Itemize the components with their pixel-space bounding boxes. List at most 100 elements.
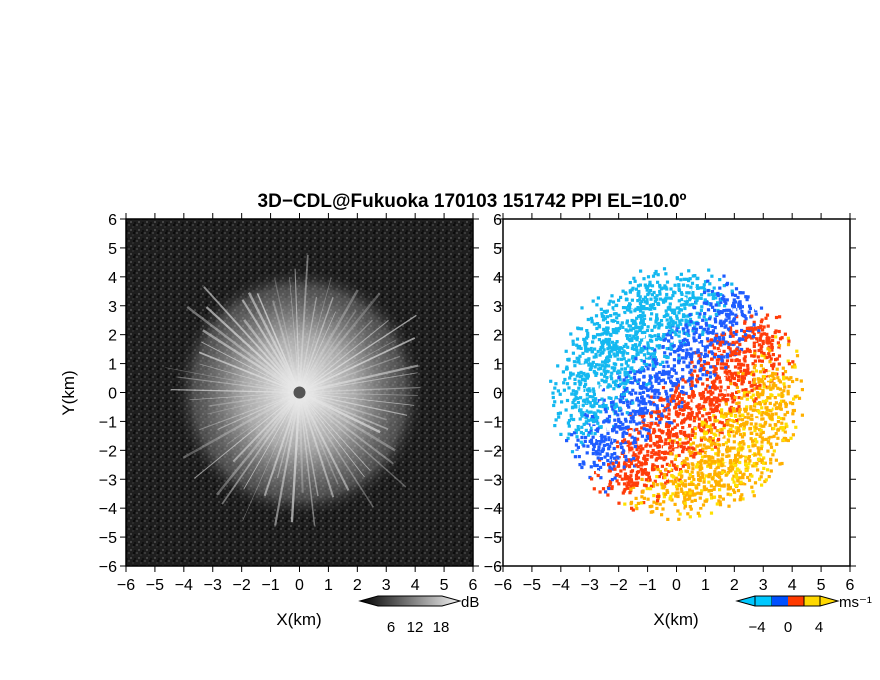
- velocity-pixel: [635, 427, 639, 432]
- velocity-pixel: [673, 350, 677, 354]
- velocity-pixel: [747, 462, 751, 466]
- velocity-pixel: [602, 331, 606, 335]
- velocity-pixel: [717, 393, 722, 397]
- velocity-pixel: [619, 442, 623, 446]
- velocity-pixel: [665, 287, 669, 291]
- velocity-pixel: [767, 384, 771, 388]
- velocity-pixel: [683, 484, 687, 488]
- velocity-pixel: [663, 337, 667, 341]
- velocity-pixel: [734, 358, 738, 363]
- velocity-pixel: [729, 342, 733, 346]
- velocity-pixel: [705, 345, 709, 349]
- velocity-pixel: [610, 371, 614, 375]
- velocity-pixel: [720, 310, 724, 315]
- velocity-pixel: [716, 396, 720, 400]
- velocity-pixel: [688, 361, 692, 365]
- x-tick-label: −2: [233, 577, 251, 594]
- velocity-pixel: [742, 329, 746, 334]
- velocity-pixel: [741, 473, 745, 477]
- velocity-pixel: [632, 334, 636, 338]
- velocity-pixel: [610, 294, 614, 298]
- velocity-pixel: [604, 419, 608, 423]
- velocity-pixel: [749, 395, 753, 399]
- velocity-pixel: [689, 386, 693, 390]
- velocity-pixel: [724, 365, 728, 370]
- velocity-pixel: [784, 422, 788, 426]
- velocity-pixel: [686, 429, 690, 433]
- velocity-pixel: [660, 323, 664, 327]
- velocity-pixel: [787, 377, 791, 381]
- velocity-pixel: [710, 476, 714, 480]
- velocity-pixel: [759, 364, 763, 368]
- velocity-pixel: [757, 401, 761, 405]
- velocity-pixel: [635, 447, 639, 452]
- velocity-pixel: [755, 461, 759, 465]
- velocity-pixel: [729, 379, 733, 383]
- velocity-pixel: [724, 473, 728, 477]
- velocity-pixel: [717, 356, 721, 360]
- echo-spoke: [298, 289, 359, 394]
- velocity-pixel: [703, 287, 707, 291]
- velocity-pixel: [741, 313, 745, 318]
- velocity-pixel: [671, 384, 675, 388]
- velocity-pixel: [755, 440, 759, 444]
- velocity-pixel: [640, 463, 644, 467]
- velocity-pixel: [723, 304, 727, 308]
- velocity-pixel: [720, 463, 724, 467]
- echo-spoke: [207, 392, 300, 415]
- velocity-pixel: [668, 331, 672, 335]
- velocity-pixel: [712, 432, 716, 436]
- velocity-pixel: [662, 394, 666, 398]
- echo-spoke: [298, 392, 304, 493]
- velocity-pixel: [706, 361, 711, 366]
- velocity-pixel: [755, 418, 759, 422]
- velocity-pixel: [772, 434, 776, 438]
- velocity-pixel: [648, 347, 652, 351]
- velocity-pixel: [652, 500, 656, 504]
- velocity-pixel: [646, 453, 650, 457]
- velocity-pixel: [664, 389, 668, 394]
- velocity-pixel: [751, 370, 755, 374]
- velocity-pixel: [579, 327, 584, 331]
- velocity-pixel: [599, 307, 603, 311]
- velocity-pixel: [758, 370, 763, 374]
- velocity-pixel: [663, 451, 667, 456]
- velocity-pixel: [626, 336, 630, 340]
- velocity-pixel: [721, 366, 725, 370]
- velocity-pixel: [579, 440, 583, 444]
- velocity-pixel: [786, 336, 790, 340]
- velocity-pixel: [695, 284, 699, 288]
- velocity-pixel: [701, 373, 705, 377]
- velocity-pixel: [691, 294, 695, 298]
- velocity-pixel: [690, 360, 694, 364]
- velocity-pixel: [622, 430, 626, 434]
- velocity-pixel: [628, 447, 632, 451]
- velocity-pixel: [631, 305, 635, 309]
- velocity-pixel: [727, 345, 731, 350]
- velocity-pixel: [698, 340, 702, 344]
- velocity-pixel: [714, 320, 718, 324]
- velocity-pixel: [729, 465, 733, 469]
- echo-spoke: [298, 392, 316, 526]
- velocity-pixel: [710, 293, 714, 297]
- velocity-pixel: [701, 475, 705, 479]
- velocity-pixel: [702, 480, 706, 484]
- velocity-pixel: [719, 478, 723, 482]
- velocity-pixel: [586, 374, 590, 378]
- velocity-pixel: [697, 315, 701, 319]
- velocity-pixel: [681, 449, 685, 453]
- velocity-pixel: [626, 489, 630, 493]
- velocity-pixel: [731, 395, 735, 399]
- velocity-pixel: [752, 323, 756, 327]
- velocity-pixel: [591, 452, 595, 456]
- velocity-pixel: [614, 335, 618, 340]
- velocity-pixel: [710, 398, 714, 402]
- velocity-pixel: [640, 366, 644, 370]
- velocity-pixel: [663, 297, 667, 301]
- velocity-pixel: [705, 301, 709, 305]
- velocity-pixel: [650, 405, 654, 409]
- velocity-pixel: [665, 462, 669, 466]
- velocity-pixel: [684, 354, 688, 358]
- velocity-pixel: [733, 308, 737, 312]
- velocity-pixel: [615, 353, 619, 357]
